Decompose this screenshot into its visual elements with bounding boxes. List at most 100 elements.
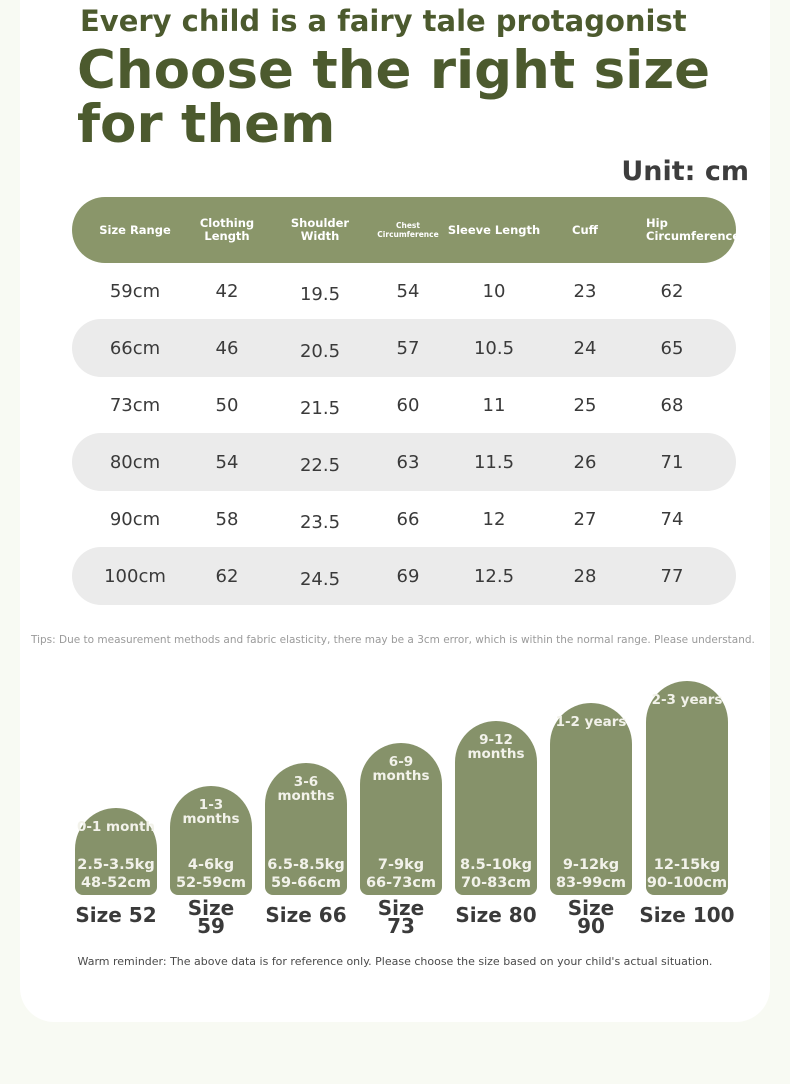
page-title: Choose the right size for them bbox=[77, 40, 711, 155]
weight-range: 8.5-10kg bbox=[460, 857, 532, 873]
weight-range: 6.5-8.5kg bbox=[267, 857, 345, 873]
height-range: 59-66cm bbox=[270, 875, 342, 891]
height-range: 70-83cm bbox=[460, 875, 532, 891]
size-card: 3-6 months 6.5-8.5kg 59-66cm bbox=[265, 763, 347, 895]
cell-clothing-length: 58 bbox=[215, 508, 239, 530]
cell-hip-circumference: 77 bbox=[660, 565, 684, 587]
age-range: 9-12 months bbox=[467, 732, 525, 762]
cell-size-range: 100cm bbox=[104, 565, 166, 587]
cell-shoulder-width: 22.5 bbox=[299, 454, 341, 476]
age-range: 1-2 years bbox=[555, 714, 627, 730]
table-row: 59cm 42 19.5 54 10 23 62 bbox=[72, 262, 736, 320]
height-range: 48-52cm bbox=[80, 875, 152, 891]
weight-range: 9-12kg bbox=[562, 857, 620, 873]
cell-hip-circumference: 68 bbox=[660, 394, 684, 416]
subtitle: Every child is a fairy tale protagonist bbox=[80, 4, 687, 38]
cell-clothing-length: 46 bbox=[215, 337, 239, 359]
cell-shoulder-width: 19.5 bbox=[299, 283, 341, 305]
cell-size-range: 80cm bbox=[109, 451, 161, 473]
cell-sleeve-length: 10.5 bbox=[473, 337, 515, 359]
cell-hip-circumference: 65 bbox=[660, 337, 684, 359]
cell-shoulder-width: 24.5 bbox=[299, 568, 341, 590]
size-card: 1-3 months 4-6kg 52-59cm bbox=[170, 786, 252, 895]
cell-cuff: 27 bbox=[573, 508, 597, 530]
weight-range: 4-6kg bbox=[187, 857, 235, 873]
cell-hip-circumference: 62 bbox=[660, 280, 684, 302]
cell-chest-circumference: 60 bbox=[396, 394, 420, 416]
age-range: 2-3 years bbox=[651, 692, 723, 708]
warm-reminder: Warm reminder: The above data is for ref… bbox=[77, 955, 713, 968]
measurements: 8.5-10kg 70-83cm bbox=[451, 856, 541, 892]
cell-sleeve-length: 11 bbox=[482, 394, 506, 416]
cell-chest-circumference: 54 bbox=[396, 280, 420, 302]
size-label: Size 90 bbox=[567, 896, 615, 938]
cell-cuff: 28 bbox=[573, 565, 597, 587]
cell-chest-circumference: 69 bbox=[396, 565, 420, 587]
column-header-shoulder-width: Shoulder Width bbox=[290, 216, 350, 243]
cell-cuff: 24 bbox=[573, 337, 597, 359]
column-header-hip-circumference: Hip Circumference bbox=[646, 216, 741, 243]
measurements: 6.5-8.5kg 59-66cm bbox=[261, 856, 351, 892]
measurements: 4-6kg 52-59cm bbox=[166, 856, 256, 892]
column-header-sleeve-length: Sleeve Length bbox=[447, 222, 541, 237]
size-label: Size 52 bbox=[75, 903, 157, 927]
cell-chest-circumference: 66 bbox=[396, 508, 420, 530]
cell-size-range: 59cm bbox=[109, 280, 161, 302]
size-card: 2-3 years 12-15kg 90-100cm bbox=[646, 681, 728, 895]
table-row: 80cm 54 22.5 63 11.5 26 71 bbox=[72, 433, 736, 491]
weight-range: 7-9kg bbox=[377, 857, 425, 873]
size-label: Size 73 bbox=[377, 896, 425, 938]
cell-cuff: 26 bbox=[573, 451, 597, 473]
table-row: 66cm 46 20.5 57 10.5 24 65 bbox=[72, 319, 736, 377]
age-range: 0-1 month bbox=[76, 819, 156, 835]
cell-clothing-length: 62 bbox=[215, 565, 239, 587]
cell-clothing-length: 50 bbox=[215, 394, 239, 416]
cell-size-range: 73cm bbox=[109, 394, 161, 416]
size-card: 6-9 months 7-9kg 66-73cm bbox=[360, 743, 442, 895]
cell-cuff: 25 bbox=[573, 394, 597, 416]
measurements: 2.5-3.5kg 48-52cm bbox=[71, 856, 161, 892]
cell-size-range: 66cm bbox=[109, 337, 161, 359]
cell-hip-circumference: 71 bbox=[660, 451, 684, 473]
height-range: 90-100cm bbox=[646, 875, 728, 891]
cell-hip-circumference: 74 bbox=[660, 508, 684, 530]
measurements: 7-9kg 66-73cm bbox=[356, 856, 446, 892]
unit-label: Unit: cm bbox=[621, 156, 749, 187]
height-range: 83-99cm bbox=[555, 875, 627, 891]
table-header: Size Range Clothing Length Shoulder Widt… bbox=[72, 197, 741, 263]
size-label: Size 59 bbox=[187, 896, 235, 938]
cell-chest-circumference: 63 bbox=[396, 451, 420, 473]
column-header-size-range: Size Range bbox=[99, 222, 171, 237]
age-range: 3-6 months bbox=[277, 774, 335, 804]
size-label: Size 100 bbox=[639, 903, 735, 927]
table-row: 100cm 62 24.5 69 12.5 28 77 bbox=[72, 547, 736, 605]
weight-range: 2.5-3.5kg bbox=[77, 857, 155, 873]
cell-sleeve-length: 11.5 bbox=[473, 451, 515, 473]
measurements: 9-12kg 83-99cm bbox=[546, 856, 636, 892]
height-range: 66-73cm bbox=[365, 875, 437, 891]
column-header-chest-circumference: Chest Circumference bbox=[377, 221, 439, 239]
cell-shoulder-width: 21.5 bbox=[299, 397, 341, 419]
column-header-clothing-length: Clothing Length bbox=[199, 216, 255, 243]
cell-size-range: 90cm bbox=[109, 508, 161, 530]
cell-sleeve-length: 10 bbox=[482, 280, 506, 302]
height-range: 52-59cm bbox=[175, 875, 247, 891]
cell-sleeve-length: 12 bbox=[482, 508, 506, 530]
age-range: 1-3 months bbox=[182, 797, 240, 827]
cell-clothing-length: 42 bbox=[215, 280, 239, 302]
tips-note: Tips: Due to measurement methods and fab… bbox=[31, 634, 755, 646]
size-label: Size 66 bbox=[265, 903, 347, 927]
size-card: 0-1 month 2.5-3.5kg 48-52cm bbox=[75, 808, 157, 895]
size-card: 9-12 months 8.5-10kg 70-83cm bbox=[455, 721, 537, 895]
measurements: 12-15kg 90-100cm bbox=[642, 856, 732, 892]
weight-range: 12-15kg bbox=[653, 857, 721, 873]
size-card: 1-2 years 9-12kg 83-99cm bbox=[550, 703, 632, 895]
age-range: 6-9 months bbox=[372, 754, 430, 784]
column-header-cuff: Cuff bbox=[572, 222, 598, 237]
cell-shoulder-width: 20.5 bbox=[299, 340, 341, 362]
table-row: 90cm 58 23.5 66 12 27 74 bbox=[72, 490, 736, 548]
cell-clothing-length: 54 bbox=[215, 451, 239, 473]
cell-shoulder-width: 23.5 bbox=[299, 511, 341, 533]
cell-chest-circumference: 57 bbox=[396, 337, 420, 359]
cell-sleeve-length: 12.5 bbox=[473, 565, 515, 587]
